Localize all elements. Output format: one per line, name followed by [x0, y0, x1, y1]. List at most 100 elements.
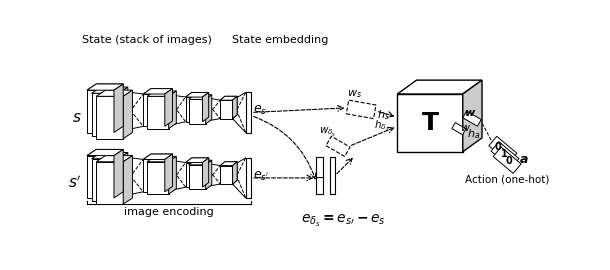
Polygon shape — [147, 96, 168, 129]
Polygon shape — [185, 97, 203, 122]
Polygon shape — [123, 156, 132, 204]
Polygon shape — [96, 96, 123, 139]
Polygon shape — [326, 136, 350, 156]
Polygon shape — [143, 94, 165, 126]
Text: $\mathbf{0}$: $\mathbf{0}$ — [494, 140, 503, 151]
Polygon shape — [220, 96, 237, 100]
Polygon shape — [188, 99, 206, 124]
Polygon shape — [143, 89, 173, 94]
Polygon shape — [165, 89, 173, 126]
Text: $\boldsymbol{w}$: $\boldsymbol{w}$ — [464, 108, 476, 118]
Polygon shape — [188, 160, 212, 165]
Text: $\mathbf{1}$: $\mathbf{1}$ — [500, 147, 508, 158]
Polygon shape — [114, 84, 123, 133]
Polygon shape — [92, 93, 118, 136]
Text: $\boldsymbol{h_s}$: $\boldsymbol{h_s}$ — [378, 109, 390, 123]
Polygon shape — [203, 92, 209, 122]
Polygon shape — [165, 89, 173, 126]
Polygon shape — [92, 159, 118, 201]
Polygon shape — [232, 162, 237, 184]
Polygon shape — [206, 160, 212, 190]
Polygon shape — [452, 123, 466, 135]
Polygon shape — [185, 158, 209, 163]
Text: $\boldsymbol{e_s}$: $\boldsymbol{e_s}$ — [253, 104, 267, 117]
Polygon shape — [165, 154, 173, 192]
Polygon shape — [220, 166, 232, 184]
Polygon shape — [87, 90, 114, 133]
Polygon shape — [114, 84, 123, 133]
Polygon shape — [147, 162, 168, 194]
Polygon shape — [232, 162, 237, 184]
Polygon shape — [87, 149, 123, 156]
Polygon shape — [489, 136, 517, 163]
Polygon shape — [206, 95, 212, 124]
Polygon shape — [114, 149, 123, 198]
Polygon shape — [493, 147, 521, 173]
Polygon shape — [185, 158, 209, 163]
Polygon shape — [491, 142, 519, 168]
Text: $\boldsymbol{h_{\delta_s}}$: $\boldsymbol{h_{\delta_s}}$ — [374, 119, 390, 134]
Polygon shape — [220, 162, 237, 166]
Polygon shape — [220, 162, 237, 166]
Polygon shape — [87, 84, 123, 90]
Polygon shape — [185, 92, 209, 97]
Text: image encoding: image encoding — [124, 207, 214, 217]
Text: $\mathit{s'}$: $\mathit{s'}$ — [68, 174, 82, 191]
Polygon shape — [165, 154, 173, 192]
Polygon shape — [147, 91, 176, 96]
Polygon shape — [220, 96, 237, 100]
Text: $\boldsymbol{a}$: $\boldsymbol{a}$ — [519, 153, 529, 166]
Polygon shape — [232, 96, 237, 119]
Bar — [317, 157, 323, 194]
Text: $\mathbf{0}$: $\mathbf{0}$ — [505, 154, 513, 166]
Polygon shape — [143, 154, 173, 160]
Polygon shape — [92, 153, 128, 159]
Polygon shape — [147, 156, 176, 162]
Polygon shape — [168, 91, 176, 129]
Polygon shape — [232, 96, 237, 119]
Polygon shape — [143, 89, 173, 94]
Polygon shape — [188, 95, 212, 99]
Bar — [246, 158, 251, 198]
Text: $\mathit{s}$: $\mathit{s}$ — [72, 110, 82, 124]
Polygon shape — [188, 165, 206, 190]
Text: State embedding: State embedding — [232, 35, 328, 45]
Text: $w_{\delta_s}$: $w_{\delta_s}$ — [318, 126, 336, 139]
Polygon shape — [118, 153, 128, 201]
Text: $\boldsymbol{e_{s'}}$: $\boldsymbol{e_{s'}}$ — [253, 170, 270, 183]
Bar — [331, 157, 335, 194]
Polygon shape — [463, 80, 482, 152]
Polygon shape — [92, 87, 128, 93]
Polygon shape — [87, 149, 123, 156]
Polygon shape — [143, 160, 165, 192]
Text: Action (one-hot): Action (one-hot) — [465, 175, 550, 185]
Polygon shape — [96, 162, 123, 204]
Polygon shape — [397, 80, 482, 94]
Polygon shape — [203, 158, 209, 187]
Polygon shape — [87, 156, 114, 198]
Text: $\boldsymbol{e_{\delta_s} = e_{s\prime} - e_s}$: $\boldsymbol{e_{\delta_s} = e_{s\prime} … — [301, 213, 386, 229]
Polygon shape — [114, 149, 123, 198]
Polygon shape — [118, 87, 128, 136]
Polygon shape — [185, 92, 209, 97]
Bar — [246, 92, 251, 133]
Text: $\boldsymbol{h_a}$: $\boldsymbol{h_a}$ — [467, 127, 480, 141]
Polygon shape — [96, 156, 132, 162]
Polygon shape — [185, 163, 203, 187]
Polygon shape — [123, 90, 132, 139]
Polygon shape — [87, 84, 123, 90]
Text: $-$: $-$ — [314, 171, 326, 184]
Polygon shape — [143, 154, 173, 160]
Polygon shape — [96, 90, 132, 96]
Text: $\mathbf{T}$: $\mathbf{T}$ — [421, 111, 439, 135]
Polygon shape — [203, 92, 209, 122]
Text: $w$: $w$ — [461, 123, 472, 133]
Text: State (stack of images): State (stack of images) — [82, 35, 212, 45]
Polygon shape — [463, 111, 481, 126]
Polygon shape — [220, 100, 232, 119]
Polygon shape — [203, 158, 209, 187]
Polygon shape — [168, 156, 176, 194]
Polygon shape — [397, 94, 463, 152]
Polygon shape — [346, 100, 376, 119]
Text: $w_s$: $w_s$ — [348, 88, 362, 100]
